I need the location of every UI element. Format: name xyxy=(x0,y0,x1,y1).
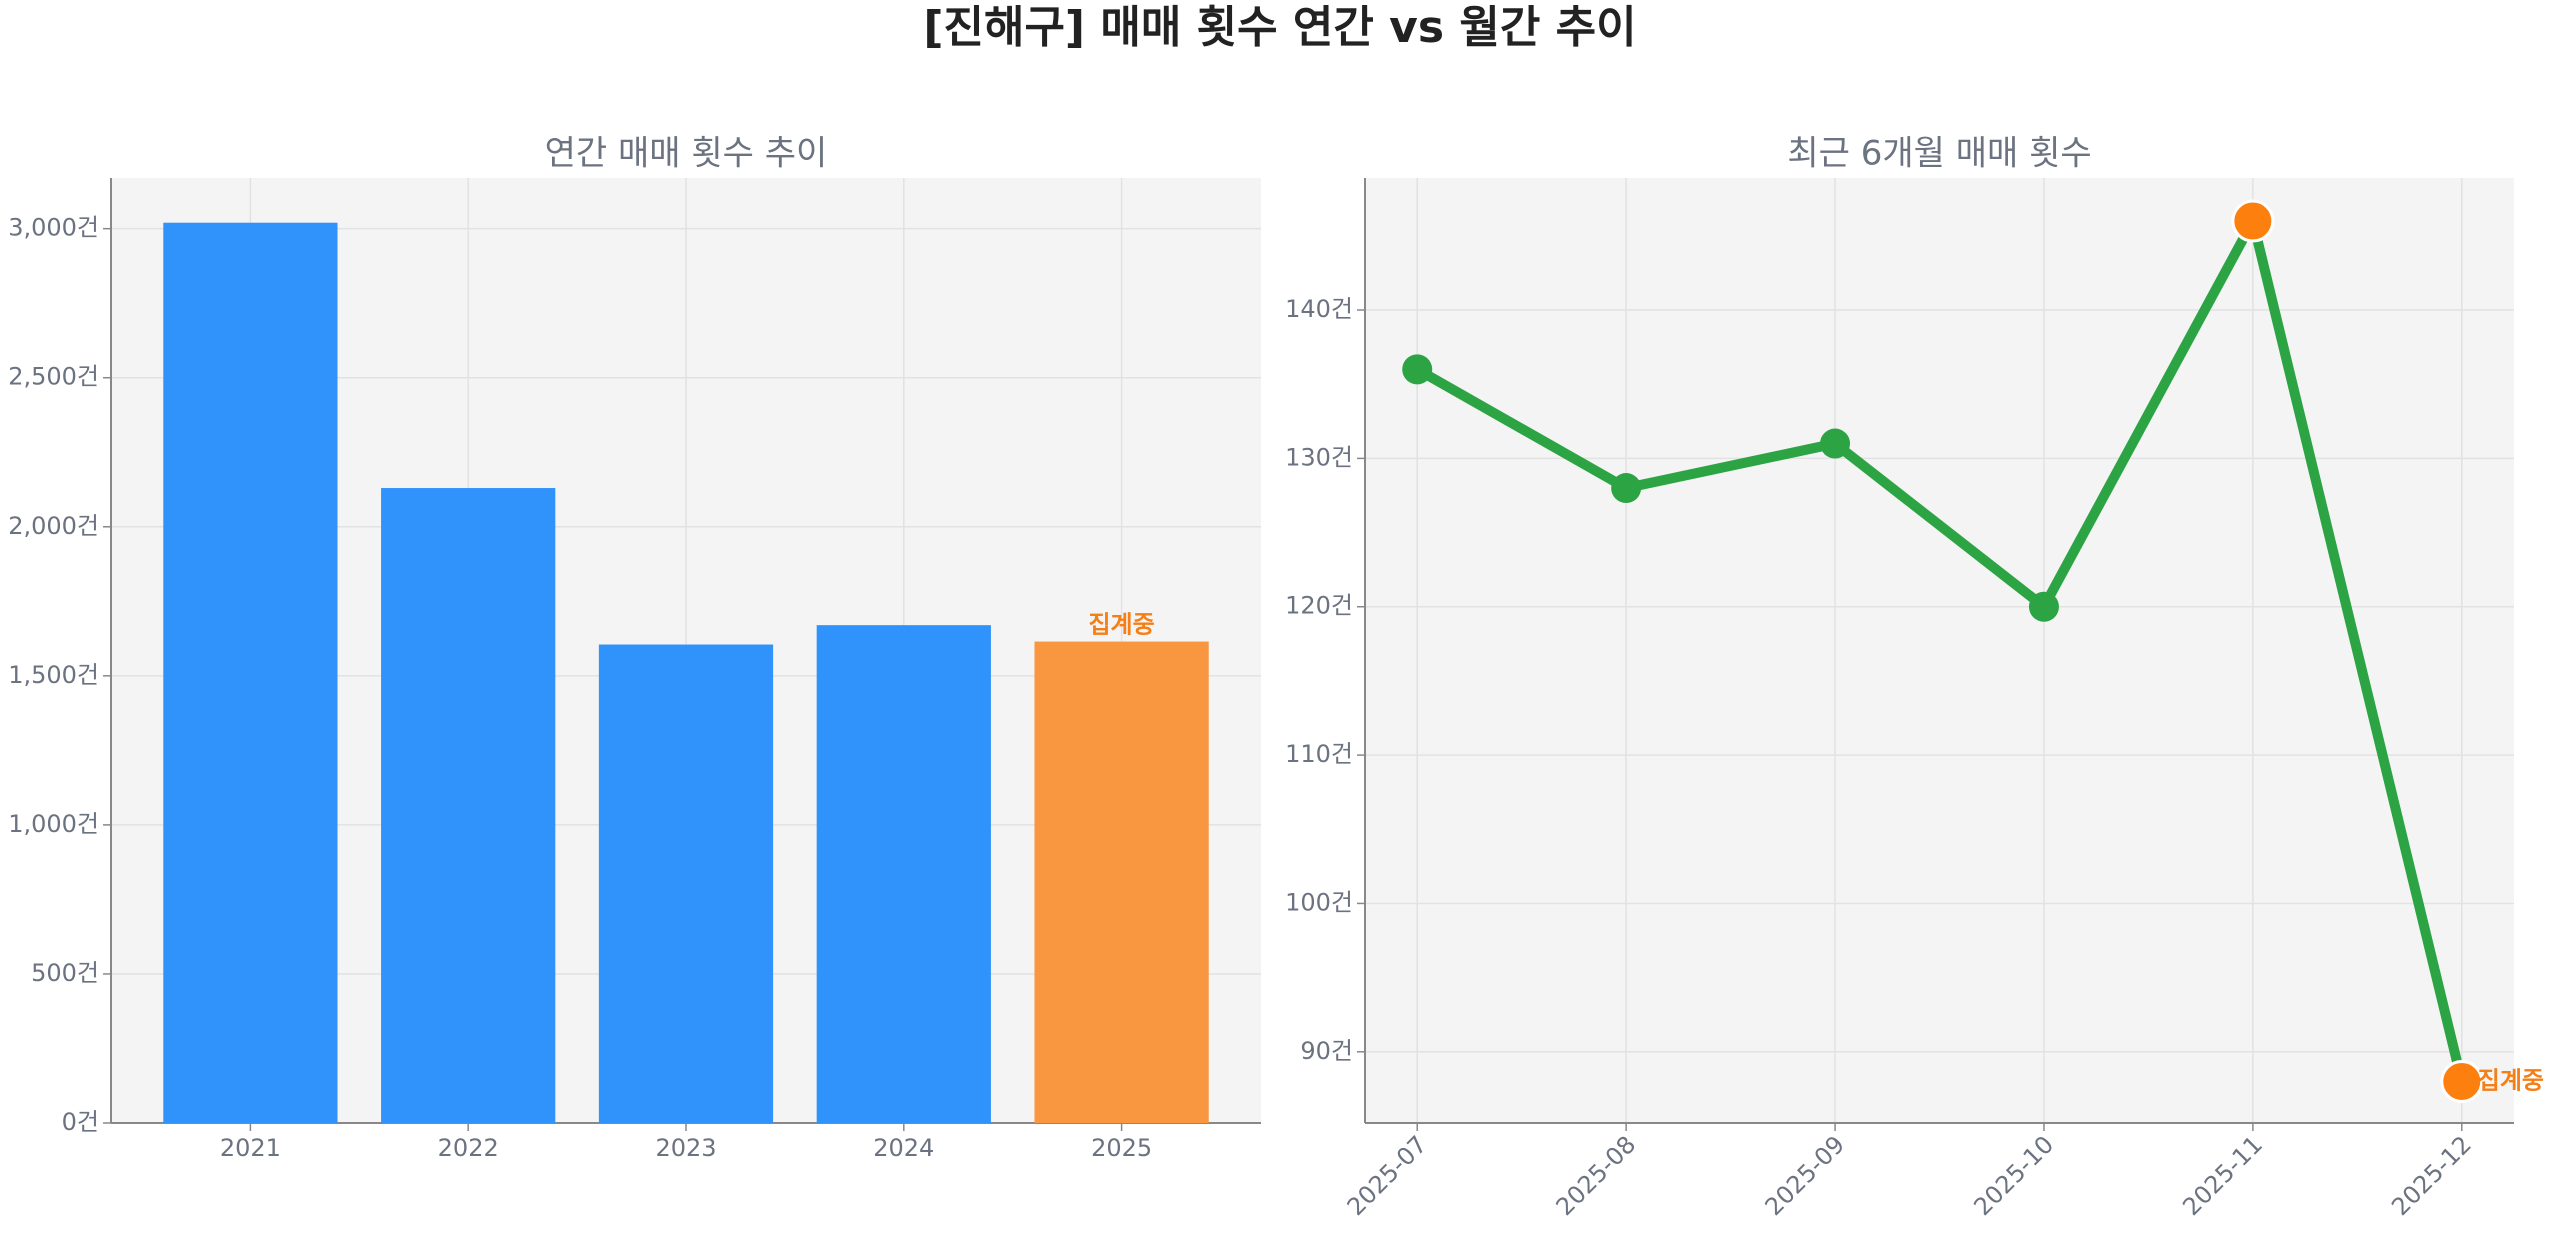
marker xyxy=(1402,354,1433,385)
y-tick-label: 120건 xyxy=(1285,592,1353,620)
bar xyxy=(1034,641,1209,1123)
x-tick-label: 2025-12 xyxy=(2386,1130,2477,1221)
x-tick-label: 2025-07 xyxy=(1342,1130,1433,1221)
y-tick-label: 2,500건 xyxy=(8,363,99,391)
marker xyxy=(2440,1059,2484,1103)
y-tick-label: 3,000건 xyxy=(8,214,99,242)
x-tick-label: 2025-11 xyxy=(2177,1130,2268,1221)
x-tick-label: 2023 xyxy=(655,1134,716,1162)
bar xyxy=(598,644,774,1123)
y-tick-label: 500건 xyxy=(31,959,99,987)
bar xyxy=(163,222,338,1124)
y-tick-label: 1,500건 xyxy=(8,661,99,689)
marker xyxy=(2028,591,2059,622)
y-tick-label: 0건 xyxy=(62,1108,99,1136)
x-tick-label: 2024 xyxy=(873,1134,934,1162)
y-tick-label: 1,000건 xyxy=(8,810,99,838)
line xyxy=(1414,216,2467,1083)
figure-title: [진해구] 매매 횟수 연간 vs 월간 추이 xyxy=(923,2,1636,53)
x-tick-label: 2025-08 xyxy=(1551,1130,1642,1221)
marker xyxy=(2231,199,2275,243)
y-tick-label: 130건 xyxy=(1285,443,1353,471)
y-tick-label: 140건 xyxy=(1285,295,1353,323)
annotation: 집계중 xyxy=(2478,1066,2544,1094)
bar xyxy=(816,625,991,1123)
x-tick-label: 2025 xyxy=(1091,1134,1152,1162)
plot-background xyxy=(1365,178,2514,1123)
x-tick-label: 2021 xyxy=(220,1134,281,1162)
x-tick-label: 2025-10 xyxy=(1968,1130,2059,1221)
marker xyxy=(1611,473,1642,504)
annotation: 집계중 xyxy=(1088,611,1154,639)
y-tick-label: 110건 xyxy=(1285,740,1353,768)
chart-title: 최근 6개월 매매 횟수 xyxy=(1787,134,2091,174)
y-tick-label: 90건 xyxy=(1300,1037,1353,1065)
y-tick-label: 100건 xyxy=(1285,888,1353,916)
x-tick-label: 2025-09 xyxy=(1760,1130,1851,1221)
chart-title: 연간 매매 횟수 추이 xyxy=(545,134,828,174)
bar xyxy=(381,488,556,1123)
y-tick-label: 2,000건 xyxy=(8,512,99,540)
x-tick-label: 2022 xyxy=(438,1134,499,1162)
marker xyxy=(1820,428,1851,459)
